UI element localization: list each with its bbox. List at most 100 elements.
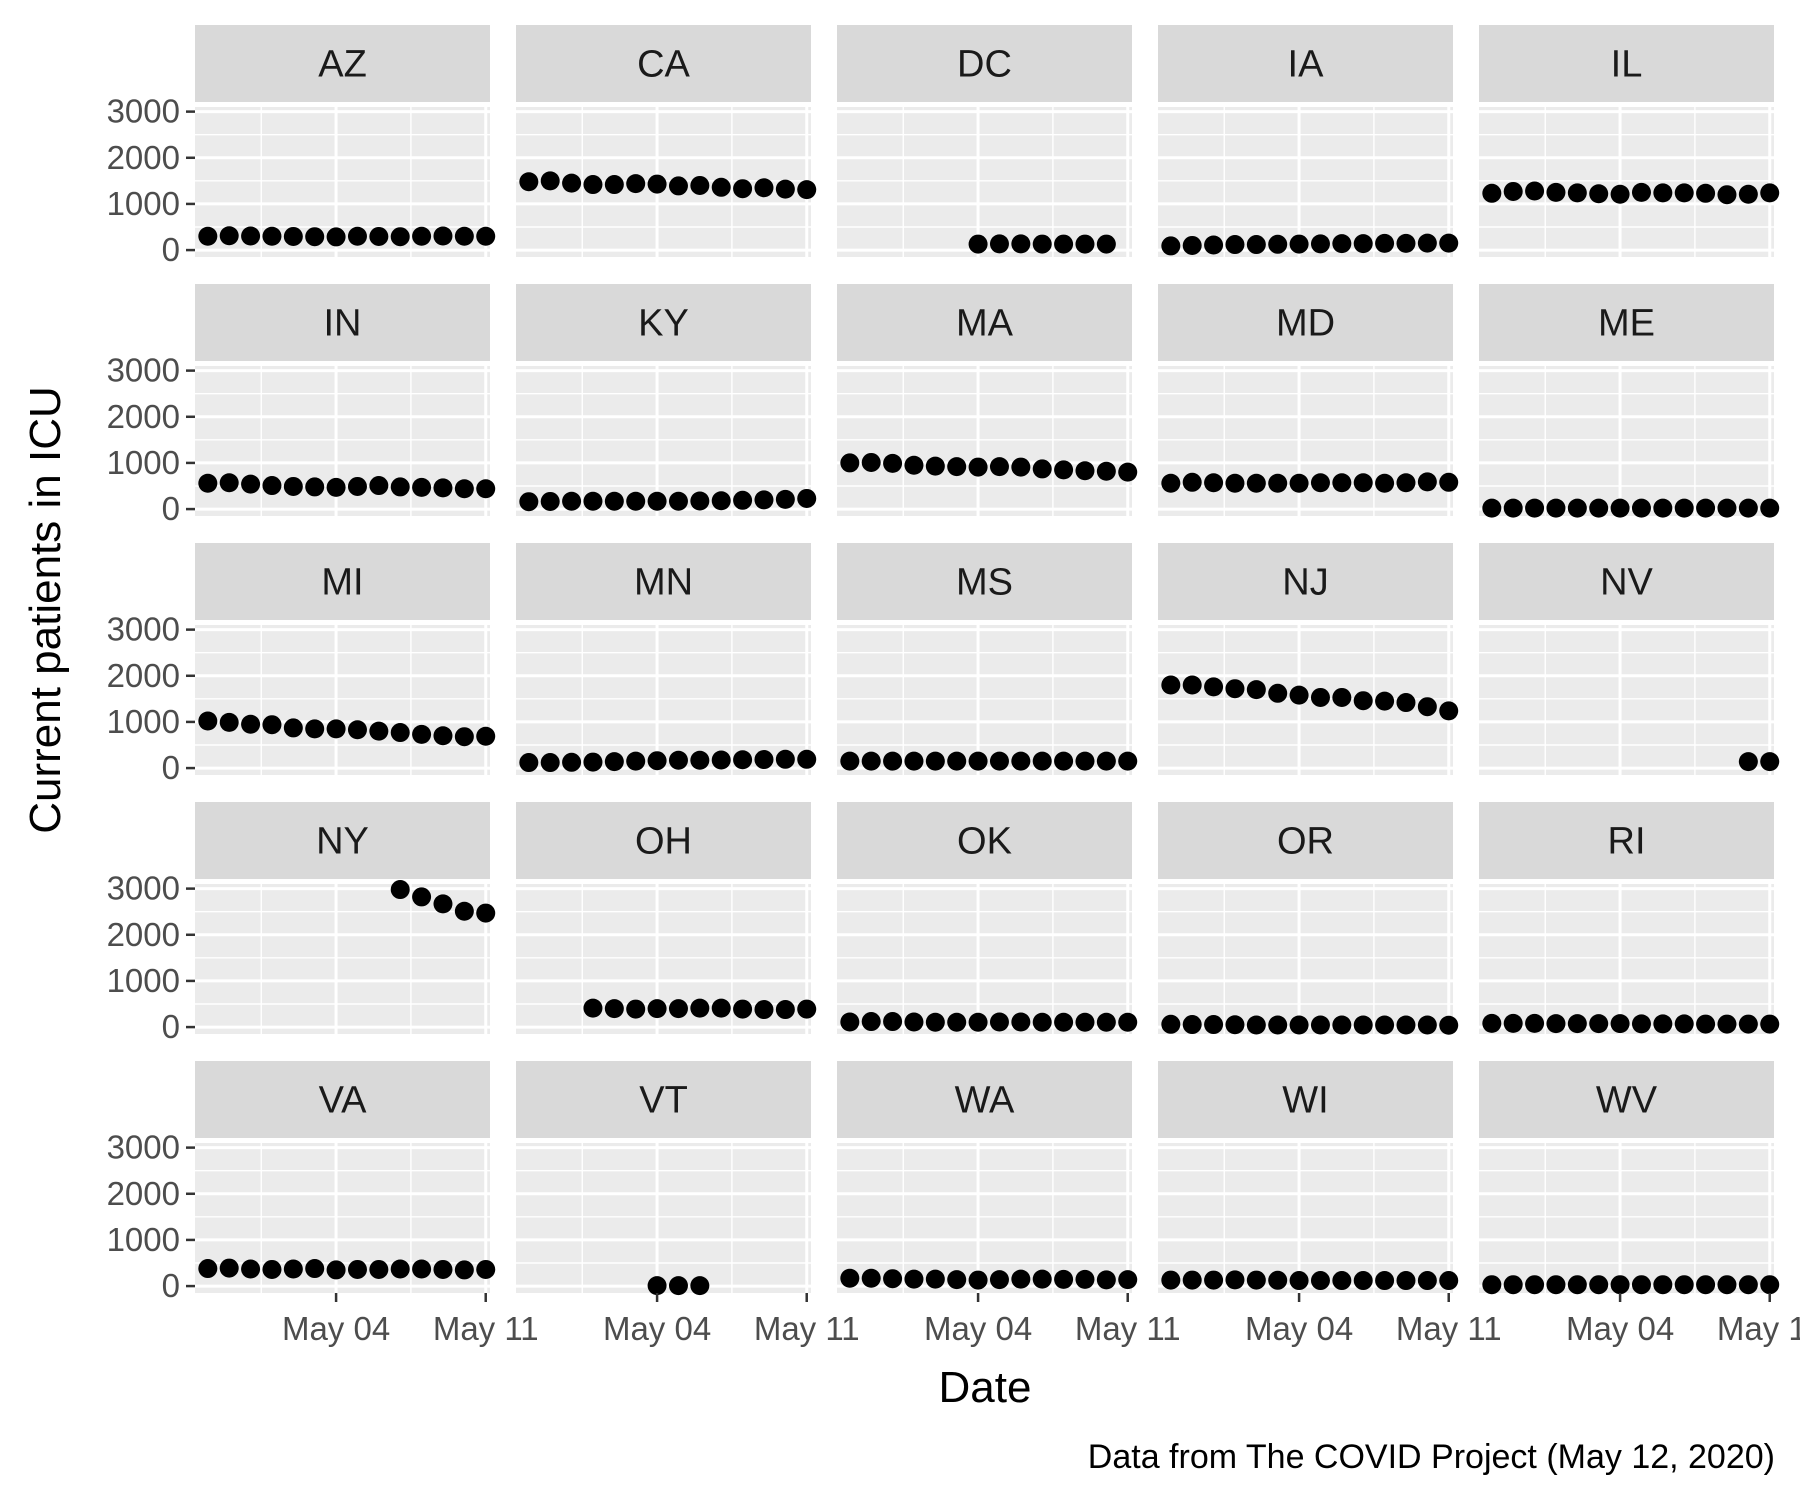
- facet-me: ME: [1479, 284, 1780, 518]
- facet-strip: [195, 1061, 490, 1138]
- data-point: [476, 479, 496, 499]
- data-point: [241, 714, 261, 734]
- data-point: [1246, 680, 1266, 700]
- data-point: [947, 1012, 967, 1032]
- data-point: [690, 491, 710, 511]
- data-point: [604, 175, 624, 195]
- data-point: [1375, 1015, 1395, 1035]
- data-point: [198, 711, 218, 731]
- panel-background: [1479, 107, 1774, 257]
- data-point: [1353, 473, 1373, 493]
- facet-ok: OK: [837, 802, 1138, 1034]
- data-point: [433, 1259, 453, 1279]
- data-point: [1525, 181, 1545, 201]
- data-point: [1439, 1015, 1459, 1035]
- data-point: [1246, 473, 1266, 493]
- x-tick-label: May 11: [1717, 1310, 1800, 1347]
- data-point: [1118, 1012, 1138, 1032]
- data-point: [1054, 1269, 1074, 1289]
- facet-in: IN 0 1000 2000 3000: [107, 284, 496, 527]
- y-tick-label: 2000: [107, 398, 180, 435]
- data-point: [1011, 457, 1031, 477]
- data-point: [668, 491, 688, 511]
- y-tick-label: 3000: [107, 870, 180, 907]
- data-point: [925, 751, 945, 771]
- data-point: [347, 1259, 367, 1279]
- panel-background: [837, 107, 1132, 257]
- data-point: [647, 751, 667, 771]
- facet-ny: NY 0 1000 2000 3000: [107, 802, 496, 1045]
- data-point: [968, 457, 988, 477]
- data-point: [604, 999, 624, 1019]
- panel-background: [837, 625, 1132, 775]
- data-point: [1525, 1013, 1545, 1033]
- data-point: [968, 234, 988, 254]
- panel-background: [837, 1143, 1132, 1293]
- data-point: [1161, 675, 1181, 695]
- facet-nv: NV: [1479, 543, 1780, 775]
- data-point: [433, 726, 453, 746]
- data-point: [1096, 461, 1116, 481]
- data-point: [347, 226, 367, 246]
- data-point: [904, 1269, 924, 1289]
- facet-strip: [837, 1061, 1132, 1138]
- data-point: [947, 1270, 967, 1290]
- data-point: [1268, 1015, 1288, 1035]
- facet-label: IA: [1288, 44, 1325, 86]
- data-point: [1268, 473, 1288, 493]
- facet-label: MS: [956, 562, 1013, 604]
- facet-strip: [1479, 802, 1774, 879]
- data-point: [1631, 1275, 1651, 1295]
- data-point: [754, 178, 774, 198]
- data-point: [1054, 1012, 1074, 1032]
- data-point: [861, 1268, 881, 1288]
- data-point: [1674, 1014, 1694, 1034]
- facet-strip: [1158, 802, 1453, 879]
- data-point: [775, 1000, 795, 1020]
- data-point: [369, 721, 389, 741]
- panel-background: [837, 884, 1132, 1034]
- x-tick-label: May 04: [603, 1310, 711, 1347]
- facet-or: OR: [1158, 802, 1459, 1035]
- data-point: [925, 1269, 945, 1289]
- data-point: [840, 1012, 860, 1032]
- data-point: [989, 457, 1009, 477]
- data-point: [540, 171, 560, 191]
- data-point: [1589, 1014, 1609, 1034]
- facet-wa: WA May 04 May 11: [837, 1061, 1181, 1347]
- data-point: [433, 226, 453, 246]
- data-point: [754, 1000, 774, 1020]
- data-point: [775, 489, 795, 509]
- facet-mn: MN: [516, 543, 817, 775]
- data-point: [1075, 1012, 1095, 1032]
- data-point: [1760, 1014, 1780, 1034]
- data-point: [1011, 751, 1031, 771]
- data-point: [1011, 1012, 1031, 1032]
- data-point: [1353, 691, 1373, 711]
- x-tick-label: May 04: [1245, 1310, 1353, 1347]
- data-point: [989, 234, 1009, 254]
- data-point: [305, 719, 325, 739]
- data-point: [1717, 185, 1737, 205]
- data-point: [1738, 1275, 1758, 1295]
- data-point: [1096, 751, 1116, 771]
- data-point: [1760, 752, 1780, 772]
- facet-strip: [1479, 284, 1774, 361]
- data-point: [412, 1259, 432, 1279]
- data-point: [1246, 1270, 1266, 1290]
- data-point: [861, 751, 881, 771]
- facet-strip: [516, 802, 811, 879]
- data-point: [241, 226, 261, 246]
- data-point: [1396, 1271, 1416, 1291]
- facet-strip: [1158, 1061, 1453, 1138]
- data-point: [347, 476, 367, 496]
- data-point: [1760, 498, 1780, 518]
- data-point: [219, 473, 239, 493]
- data-point: [1310, 473, 1330, 493]
- data-point: [1332, 234, 1352, 254]
- data-point: [1182, 1015, 1202, 1035]
- data-point: [1032, 1012, 1052, 1032]
- y-tick-label: 1000: [107, 703, 180, 740]
- data-point: [1353, 1015, 1373, 1035]
- y-tick-label: 0: [162, 490, 180, 527]
